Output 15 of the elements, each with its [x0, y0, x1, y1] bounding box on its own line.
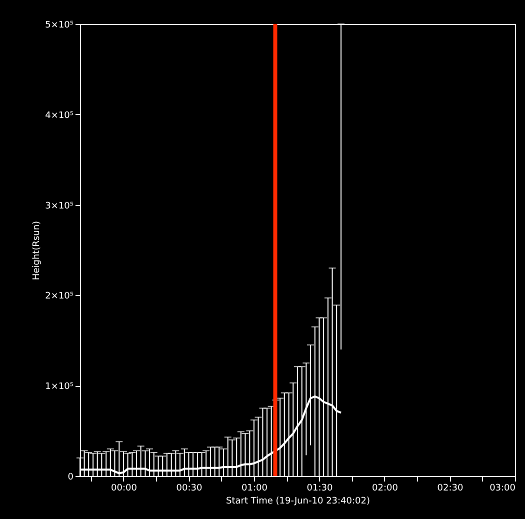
- y-tick-label: 4×10⁵: [45, 110, 74, 121]
- x-axis-title: Start Time (19-Jun-10 23:40:02): [226, 496, 370, 506]
- x-tick-label: 01:30: [306, 484, 333, 494]
- x-tick-label: 02:00: [372, 484, 398, 494]
- y-axis-title: Height(Rsun): [32, 220, 42, 280]
- x-tick-label: 00:00: [110, 484, 138, 494]
- x-tick-label: 03:00: [490, 484, 516, 494]
- y-tick-label: 2×10⁵: [45, 292, 74, 302]
- x-tick-label: 02:30: [437, 484, 464, 494]
- x-tick-label: 00:30: [176, 484, 202, 494]
- x-tick-label: 01:00: [242, 484, 268, 494]
- y-tick-label: 1×10⁵: [45, 382, 74, 392]
- y-tick-label: 0: [68, 472, 74, 482]
- y-tick-label: 3×10⁵: [45, 201, 74, 212]
- y-tick-label: 5×10⁵: [45, 20, 74, 30]
